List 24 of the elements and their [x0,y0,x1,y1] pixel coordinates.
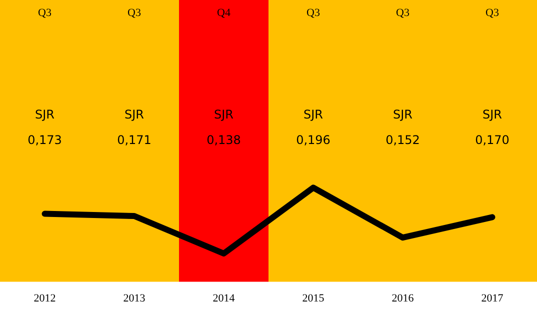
text: SJR [393,108,412,122]
band-label: Q3 [486,6,500,19]
x-tick-label: 2016 [392,292,414,304]
data-label: 0,173 [28,133,62,148]
band-label: Q3 [306,6,320,19]
data-label: 0,152 [386,133,420,148]
x-tick-label: 2017 [481,292,504,304]
text: SJR [214,108,234,122]
x-tick-label: 2014 [212,292,236,304]
text: SJR [35,108,54,122]
data-label: 0,171 [117,133,152,148]
band-label: Q3 [38,6,52,19]
x-tick-label: 2013 [123,292,146,304]
text: SJR [124,108,144,122]
band-label: Q3 [128,6,142,19]
data-label: 0,138 [206,133,241,148]
text: SJR [304,108,323,122]
text: SJR [482,108,502,122]
x-tick-label: 2012 [34,292,56,304]
x-tick-label: 2015 [302,292,325,304]
data-label: 0,170 [475,133,510,148]
band-label: Q4 [217,6,231,19]
data-label: 0,196 [296,133,330,148]
band-label: Q3 [396,6,410,19]
